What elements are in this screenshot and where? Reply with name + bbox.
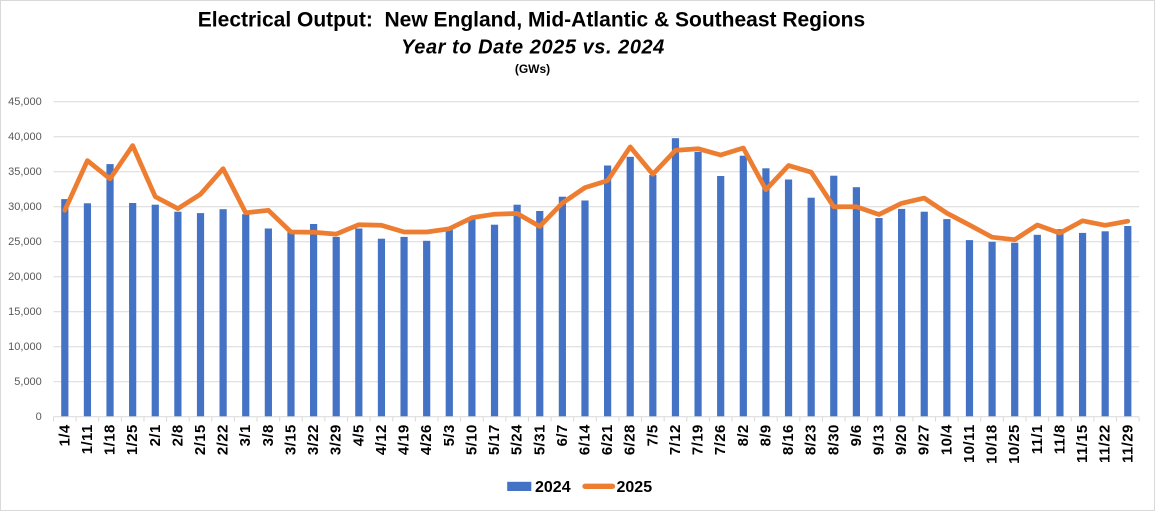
svg-text:10/18: 10/18 [984,424,1001,464]
svg-text:4/26: 4/26 [418,424,435,455]
svg-text:1/4: 1/4 [56,424,73,446]
svg-text:5/17: 5/17 [486,424,503,455]
svg-text:8/30: 8/30 [825,424,842,455]
svg-text:35,000: 35,000 [8,166,42,178]
svg-text:5,000: 5,000 [14,376,42,388]
svg-text:4/5: 4/5 [350,424,367,446]
svg-text:Year to Date 2025 vs. 2024: Year to Date 2025 vs. 2024 [401,37,665,59]
svg-text:10/4: 10/4 [938,424,955,455]
svg-text:(GWs): (GWs) [515,62,550,76]
svg-text:6/21: 6/21 [599,424,616,455]
svg-text:5/3: 5/3 [441,424,458,446]
svg-text:9/6: 9/6 [848,424,865,446]
svg-text:7/12: 7/12 [667,424,684,455]
svg-text:9/20: 9/20 [893,424,910,455]
svg-text:11/22: 11/22 [1097,424,1114,463]
svg-text:2024: 2024 [535,479,571,496]
svg-text:Electrical Output: New Englan: Electrical Output: New England, Mid-Atla… [198,9,865,32]
svg-text:10/11: 10/11 [961,424,978,463]
svg-text:25,000: 25,000 [8,236,42,248]
svg-text:5/10: 5/10 [463,424,480,455]
svg-text:40,000: 40,000 [8,131,42,143]
svg-text:3/8: 3/8 [260,424,277,446]
svg-text:15,000: 15,000 [8,306,42,318]
svg-text:45,000: 45,000 [8,96,42,108]
svg-text:2/8: 2/8 [169,424,186,446]
svg-text:1/11: 1/11 [79,424,96,454]
svg-text:7/19: 7/19 [690,424,707,455]
svg-text:6/28: 6/28 [622,424,639,455]
svg-text:11/1: 11/1 [1029,424,1046,454]
svg-text:20,000: 20,000 [8,271,42,283]
svg-text:5/31: 5/31 [531,424,548,455]
svg-text:10/25: 10/25 [1006,424,1023,464]
svg-text:2/22: 2/22 [215,424,232,455]
svg-text:10,000: 10,000 [8,341,42,353]
svg-text:3/22: 3/22 [305,424,322,455]
svg-text:8/9: 8/9 [757,424,774,446]
svg-text:11/29: 11/29 [1119,424,1136,463]
svg-text:2/15: 2/15 [192,424,209,455]
svg-text:11/15: 11/15 [1074,424,1091,463]
svg-text:7/5: 7/5 [644,424,661,446]
svg-text:0: 0 [36,411,42,423]
svg-text:1/25: 1/25 [124,424,141,455]
svg-text:8/2: 8/2 [735,424,752,446]
svg-text:1/18: 1/18 [102,424,119,455]
svg-text:9/13: 9/13 [871,424,888,455]
svg-text:4/19: 4/19 [396,424,413,455]
svg-text:8/23: 8/23 [803,424,820,455]
svg-text:2025: 2025 [617,479,653,496]
svg-text:3/1: 3/1 [237,424,254,446]
svg-text:2/1: 2/1 [147,424,164,446]
svg-text:3/29: 3/29 [328,424,345,455]
svg-text:7/26: 7/26 [712,424,729,455]
svg-text:11/8: 11/8 [1051,424,1068,454]
svg-text:3/15: 3/15 [282,424,299,455]
svg-text:6/7: 6/7 [554,424,571,446]
svg-text:30,000: 30,000 [8,201,42,213]
svg-text:8/16: 8/16 [780,424,797,455]
svg-text:6/14: 6/14 [576,424,593,455]
svg-text:9/27: 9/27 [916,424,933,455]
svg-text:5/24: 5/24 [509,424,526,455]
svg-text:4/12: 4/12 [373,424,390,455]
